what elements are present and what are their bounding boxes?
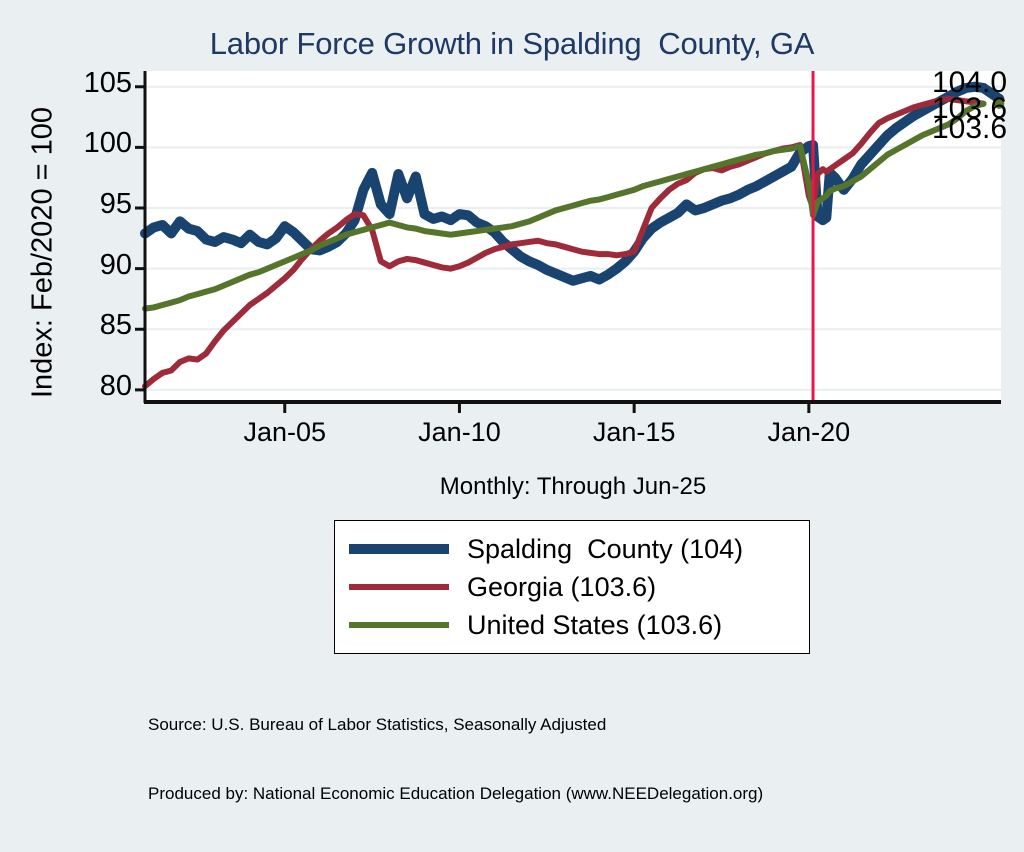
- legend-label: United States (103.6): [467, 609, 723, 640]
- legend-item: United States (103.6): [335, 606, 809, 644]
- legend-item: Spalding County (104): [335, 530, 809, 568]
- series-line: [142, 95, 987, 390]
- y-tick-label: 95: [99, 188, 132, 220]
- x-tick-label: Jan-20: [767, 417, 851, 447]
- plot-background: [145, 71, 1001, 402]
- y-tick-label: 105: [83, 66, 132, 99]
- y-tick-label: 90: [99, 248, 132, 281]
- y-tick-label: 85: [99, 309, 132, 342]
- series-end-marker: [994, 98, 1005, 109]
- x-tick-label: Jan-05: [243, 417, 327, 447]
- x-tick-label: Jan-15: [592, 417, 676, 447]
- legend-color-swatch: [349, 544, 449, 554]
- series-end-label: 104.0: [932, 66, 1008, 99]
- plot-canvas: [135, 71, 1005, 413]
- legend-color-swatch: [349, 622, 449, 628]
- series-end-label: 103.6: [932, 112, 1008, 145]
- x-tick-label: Jan-10: [418, 417, 501, 447]
- chart-figure: Labor Force Growth in Spalding County, G…: [0, 0, 1008, 803]
- chart-footnote: Source: U.S. Bureau of Labor Statistics,…: [148, 668, 763, 852]
- footnote-producer: Produced by: National Economic Education…: [148, 783, 764, 803]
- y-tick-label: 100: [83, 127, 132, 160]
- chart-subtitle: Monthly: Through Jun-25: [439, 473, 707, 500]
- chart-legend: Spalding County (104) Georgia (103.6) Unit…: [334, 520, 810, 654]
- series-end-label: 103.6: [932, 92, 1008, 125]
- y-tick-label: 80: [99, 369, 132, 402]
- series-line: [140, 81, 1005, 286]
- series-line: [142, 100, 987, 312]
- footnote-source: Source: U.S. Bureau of Labor Statistics,…: [148, 714, 607, 734]
- legend-item: Georgia (103.6): [335, 568, 809, 606]
- legend-label: Spalding County (104): [467, 533, 744, 564]
- y-axis-ticks: 80 85 90 95 100 105: [0, 0, 132, 745]
- legend-label: Georgia (103.6): [467, 571, 657, 602]
- chart-title: Labor Force Growth in Spalding County, G…: [209, 26, 815, 61]
- legend-color-swatch: [349, 584, 449, 590]
